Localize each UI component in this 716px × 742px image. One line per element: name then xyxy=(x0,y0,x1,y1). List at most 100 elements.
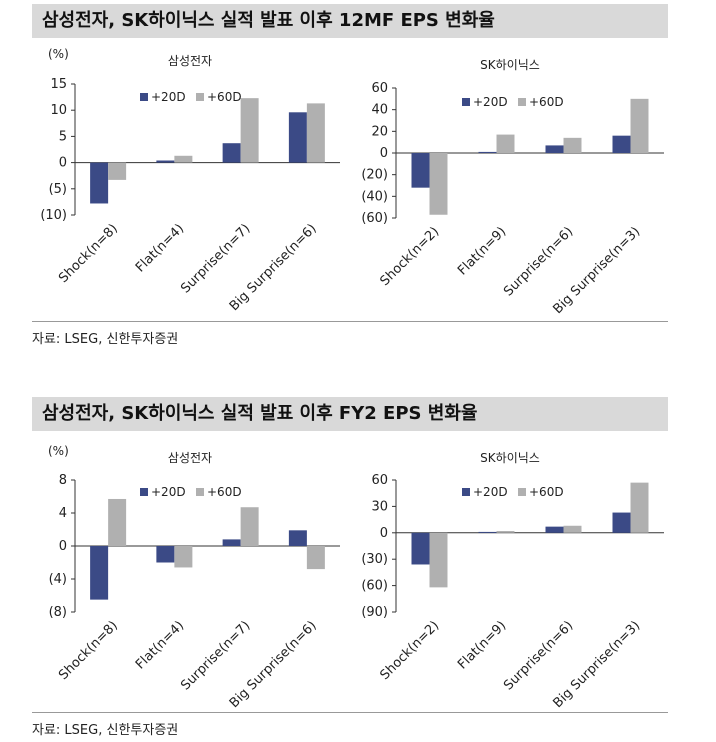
y-unit-label: (%) xyxy=(48,444,69,458)
bar-p20D-3 xyxy=(612,512,631,533)
bar-p20D-0 xyxy=(411,532,430,565)
y-tick-label: 10 xyxy=(50,103,67,118)
bar-p20D-3 xyxy=(612,135,631,153)
x-tick-label: Flat(n=4) xyxy=(133,221,187,275)
legend-label: +60D xyxy=(529,485,564,499)
y-tick-label: 4 xyxy=(59,506,67,521)
chart-title: SK하이닉스 xyxy=(480,58,540,72)
y-tick-label: (60) xyxy=(361,211,388,226)
bar-p60D-1 xyxy=(496,134,515,153)
y-tick-label: (40) xyxy=(361,189,388,204)
y-tick-label: 40 xyxy=(371,103,388,118)
bar-p20D-2 xyxy=(545,526,564,533)
chart-2: 삼성전자 (%) 8 4 0 (4) (8)Shock(n=8) Flat(n=4)Surpr… xyxy=(48,444,340,711)
y-tick-label: 0 xyxy=(380,526,388,541)
legend-swatch xyxy=(196,93,204,101)
legend-swatch xyxy=(462,98,470,106)
bar-p60D-0 xyxy=(108,498,127,546)
y-tick-label: 30 xyxy=(371,499,388,514)
x-tick-label: Surprise(n=6) xyxy=(501,224,576,299)
bar-p20D-1 xyxy=(156,160,175,163)
legend-swatch xyxy=(518,488,526,496)
legend-swatch xyxy=(140,93,148,101)
bar-p60D-2 xyxy=(240,98,259,163)
chart-title: 삼성전자 xyxy=(168,54,212,68)
source-note: 자료: LSEG, 신한투자증권 xyxy=(32,723,179,738)
x-tick-label: Flat(n=9) xyxy=(455,618,509,672)
chart-title: 삼성전자 xyxy=(168,451,212,465)
x-tick-label: Shock(n=8) xyxy=(56,618,121,683)
y-tick-label: (90) xyxy=(361,605,388,620)
y-tick-label: 0 xyxy=(59,156,67,171)
bar-p20D-2 xyxy=(222,539,241,546)
bar-p60D-3 xyxy=(630,482,649,533)
bar-p20D-1 xyxy=(478,151,497,153)
bar-p60D-3 xyxy=(306,546,325,570)
panel-title: 삼성전자, SK하이닉스 실적 발표 이후 FY2 EPS 변화율 xyxy=(32,397,668,431)
legend-label: +20D xyxy=(473,485,508,499)
bar-p20D-3 xyxy=(288,112,307,163)
chart-title: SK하이닉스 xyxy=(480,451,540,465)
x-tick-label: Shock(n=2) xyxy=(378,618,443,683)
bar-p60D-1 xyxy=(174,546,193,568)
bar-p20D-2 xyxy=(545,145,564,153)
panel-title: 삼성전자, SK하이닉스 실적 발표 이후 12MF EPS 변화율 xyxy=(32,4,668,38)
x-tick-label: Surprise(n=6) xyxy=(501,618,576,693)
divider xyxy=(32,321,668,322)
y-tick-label: 20 xyxy=(371,124,388,139)
bar-p60D-2 xyxy=(240,507,259,546)
y-tick-label: 60 xyxy=(371,473,388,488)
legend-label: +60D xyxy=(207,485,242,499)
y-tick-label: 5 xyxy=(59,129,67,144)
bar-p60D-2 xyxy=(563,525,582,533)
legend-swatch xyxy=(196,488,204,496)
x-tick-label: Surprise(n=7) xyxy=(178,221,253,296)
chart-1: SK하이닉스 60 40 20 0 (20) (40) (60)Shock(n=2) Flat(… xyxy=(361,58,664,317)
divider xyxy=(32,712,668,713)
bar-p60D-2 xyxy=(563,137,582,153)
bar-p60D-0 xyxy=(429,153,448,215)
bar-p20D-0 xyxy=(90,162,109,204)
y-tick-label: 60 xyxy=(371,81,388,96)
bar-p20D-1 xyxy=(156,546,175,563)
bar-p60D-0 xyxy=(108,162,127,180)
bar-p60D-1 xyxy=(496,531,515,533)
legend-swatch xyxy=(140,488,148,496)
y-tick-label: (8) xyxy=(49,605,67,620)
bar-p20D-0 xyxy=(90,546,109,600)
bar-p60D-3 xyxy=(306,103,325,163)
y-tick-label: 15 xyxy=(50,77,67,92)
legend-label: +60D xyxy=(529,95,564,109)
x-tick-label: Shock(n=8) xyxy=(56,221,121,286)
bar-p60D-1 xyxy=(174,155,193,163)
y-tick-label: 8 xyxy=(59,473,67,488)
y-tick-label: (20) xyxy=(361,168,388,183)
y-tick-label: (30) xyxy=(361,552,388,567)
y-tick-label: (4) xyxy=(49,572,67,587)
chart-0: 삼성전자 (%) 15 10 5 0 (5) (10)Shock(n=8) Flat(n=4)S… xyxy=(40,47,340,314)
bar-p60D-0 xyxy=(429,532,448,588)
bar-p20D-2 xyxy=(222,143,241,163)
bar-p60D-3 xyxy=(630,98,649,153)
y-tick-label: 0 xyxy=(380,146,388,161)
bar-p20D-1 xyxy=(478,531,497,533)
legend-label: +20D xyxy=(151,90,186,104)
legend-label: +20D xyxy=(151,485,186,499)
y-tick-label: (10) xyxy=(40,208,67,223)
bar-p20D-3 xyxy=(288,530,307,546)
y-tick-label: 0 xyxy=(59,539,67,554)
legend-label: +60D xyxy=(207,90,242,104)
legend-label: +20D xyxy=(473,95,508,109)
chart-3: SK하이닉스 60 30 0 (30) (60) (90)Shock(n=2) Flat(n=… xyxy=(361,451,664,711)
x-tick-label: Flat(n=4) xyxy=(133,618,187,672)
legend-swatch xyxy=(462,488,470,496)
x-tick-label: Flat(n=9) xyxy=(455,224,509,278)
y-tick-label: (60) xyxy=(361,579,388,594)
x-tick-label: Shock(n=2) xyxy=(378,224,443,289)
legend-swatch xyxy=(518,98,526,106)
bar-p20D-0 xyxy=(411,153,430,188)
source-note: 자료: LSEG, 신한투자증권 xyxy=(32,332,179,347)
x-tick-label: Surprise(n=7) xyxy=(178,618,253,693)
y-unit-label: (%) xyxy=(48,47,69,61)
